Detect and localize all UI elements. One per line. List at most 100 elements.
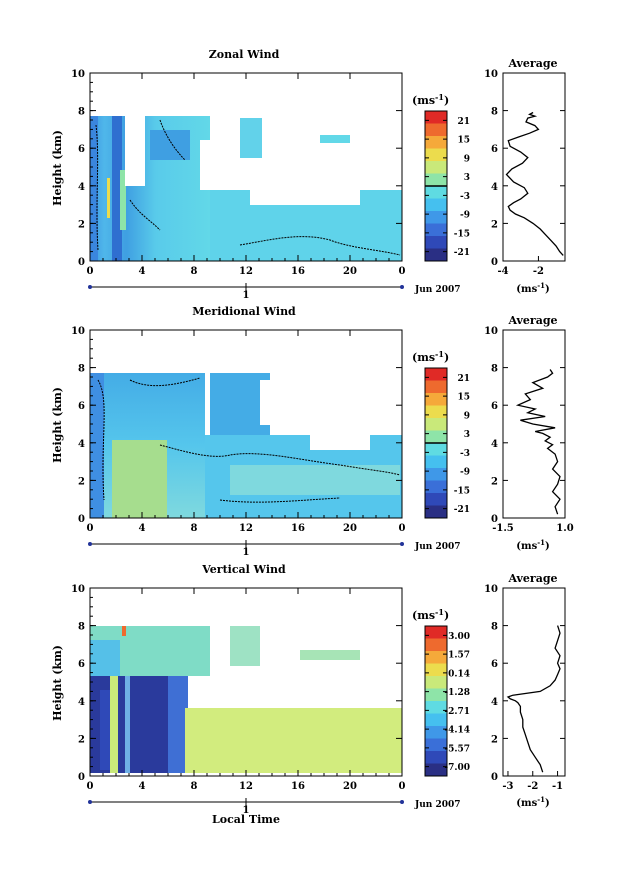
- merid-avg-ytick-label: 2: [491, 476, 498, 487]
- vert-xtick-label: 0: [399, 781, 406, 792]
- merid-cbar-tick-label: 3: [464, 430, 470, 440]
- vert-avg-axes: 0 2 4 6 8 10 -3 -2 -1: [484, 584, 565, 792]
- zonal-patch3: [320, 135, 350, 143]
- merid-cbar-swatch: [425, 405, 447, 419]
- merid-cbar-swatch: [425, 443, 447, 456]
- zonal-ytick-label: 2: [78, 219, 85, 230]
- vert-field-down3: [100, 690, 112, 770]
- zonal-avg-ytick-label: 6: [491, 144, 498, 155]
- zonal-patch2: [240, 118, 262, 158]
- vert-date-start: [88, 800, 92, 804]
- zonal-cbar-swatch: [425, 248, 447, 262]
- merid-avg-axes: 0 2 4 6 8 10 -1.5 1.0: [484, 326, 574, 534]
- zonal-avg-ytick-label: 2: [491, 219, 498, 230]
- merid-xtick-label: 16: [291, 523, 305, 534]
- vert-cbar-swatch: [425, 663, 447, 677]
- vert-ytick-label: 4: [78, 697, 85, 708]
- zonal-field-strip: [90, 116, 98, 261]
- merid-cbar-swatch: [425, 418, 447, 431]
- merid-avg-xtick-label: 1.0: [556, 523, 573, 534]
- zonal-gap2: [200, 140, 240, 190]
- vert-cbar-swatch: [425, 726, 447, 739]
- zonal-colorbar-ticks: 21 15 9 3 -3 -9 -15 -21: [425, 117, 470, 258]
- vert-colorbar-ticks: 3.00 1.57 0.14 -1.28 -2.71 -4.14 -5.57 -7.00: [425, 632, 470, 773]
- merid-title: Meridional Wind: [192, 305, 296, 318]
- merid-ylabel: Height (km): [51, 387, 64, 463]
- zonal-field-strip2: [112, 116, 122, 261]
- merid-heatmap: [90, 373, 402, 518]
- merid-cbar-tick-label: 9: [464, 411, 470, 421]
- merid-xtick-label: 4: [139, 523, 146, 534]
- zonal-xtick-label: 0: [399, 266, 406, 277]
- vert-field-upper-right2: [300, 650, 360, 660]
- merid-day-label: 1: [243, 547, 250, 558]
- merid-colorbar: (ms-1) 21 15 9 3 -3 -9 -15 -21: [412, 349, 470, 519]
- vert-avg-ytick-label: 8: [491, 622, 498, 633]
- merid-ytick-label: 10: [71, 326, 85, 337]
- merid-date-start: [88, 542, 92, 546]
- merid-field-band: [230, 465, 400, 495]
- vert-cbar-tick-label: -7.00: [444, 763, 470, 773]
- zonal-avg-title: Average: [507, 57, 557, 70]
- merid-avg-xtick-label: -1.5: [492, 523, 514, 534]
- vert-field-up2: [125, 676, 130, 773]
- merid-xtick-label: 8: [191, 523, 198, 534]
- vert-date-label: Jun 2007: [414, 800, 461, 810]
- vert-avg-line: [506, 625, 561, 773]
- merid-colorbar-swatches: [424, 367, 448, 519]
- merid-field-strip: [90, 373, 104, 518]
- merid-cbar-swatch: [425, 468, 447, 481]
- zonal-colorbar: (ms-1) 21 15 9 3 -3 -9 -15 -21: [412, 92, 470, 262]
- vert-xtick-label: 8: [191, 781, 198, 792]
- merid-avg-line: [515, 369, 561, 515]
- merid-cbar-swatch: [425, 380, 447, 394]
- zonal-cbar-tick-label: 9: [464, 154, 470, 164]
- vert-avg-xtick-label: -3: [502, 781, 513, 792]
- vert-cbar-swatch: [425, 751, 447, 764]
- vert-cbar-tick-label: -1.28: [444, 688, 470, 698]
- vert-cbar-outline: [424, 625, 448, 777]
- zonal-cbar-tick-label: -21: [454, 248, 470, 258]
- zonal-cbar-swatch: [425, 123, 447, 137]
- zonal-ytick-label: 8: [78, 107, 85, 118]
- vert-cbar-swatch: [425, 651, 447, 664]
- zonal-heatmap: [90, 116, 402, 261]
- zonal-date-start: [88, 285, 92, 289]
- zonal-date-end: [400, 285, 404, 289]
- merid-xtick-label: 0: [87, 523, 94, 534]
- vert-title: Vertical Wind: [201, 563, 286, 576]
- zonal-cbar-swatch: [425, 186, 447, 199]
- zonal-xtick-label: 12: [239, 266, 253, 277]
- zonal-cbar-swatch: [425, 211, 447, 224]
- vert-avg-ytick-label: 4: [491, 697, 498, 708]
- vert-ytick-label: 10: [71, 584, 85, 595]
- zonal-ylabel: Height (km): [51, 130, 64, 206]
- merid-avg-xlabel: (ms-1): [516, 538, 549, 552]
- vert-ylabel: Height (km): [51, 645, 64, 721]
- merid-cbar-tick-label: -15: [454, 486, 470, 496]
- vert-xtick-label: 0: [87, 781, 94, 792]
- merid-ytick-label: 6: [78, 401, 85, 412]
- merid-avg-ytick-label: 8: [491, 364, 498, 375]
- merid-xtick-label: 0: [399, 523, 406, 534]
- vert-xtick-label: 4: [139, 781, 146, 792]
- vert-colorbar-swatches: [424, 625, 448, 777]
- merid-field-green: [112, 440, 167, 518]
- vert-cbar-swatch: [425, 626, 447, 639]
- vert-avg-ytick-label: 10: [484, 584, 498, 595]
- zonal-colorbar-unit: (ms-1): [412, 92, 449, 107]
- vert-field-hot: [122, 626, 126, 636]
- zonal-cbar-tick-label: -3: [460, 192, 470, 202]
- meridional-wind-panel: Meridional Wind Height (km) 0 4 8 12 16 20 002…: [51, 305, 574, 558]
- merid-avg-ytick-label: 4: [491, 439, 498, 450]
- vert-field-topleft: [90, 640, 120, 676]
- vert-cbar-tick-label: -5.57: [444, 744, 470, 754]
- merid-cbar-swatch: [425, 493, 447, 506]
- merid-cbar-tick-label: -3: [460, 449, 470, 459]
- zonal-avg-frame: [502, 72, 566, 262]
- zonal-cbar-tick-label: 21: [457, 117, 470, 127]
- zonal-gap: [125, 116, 145, 186]
- merid-xtick-label: 12: [239, 523, 253, 534]
